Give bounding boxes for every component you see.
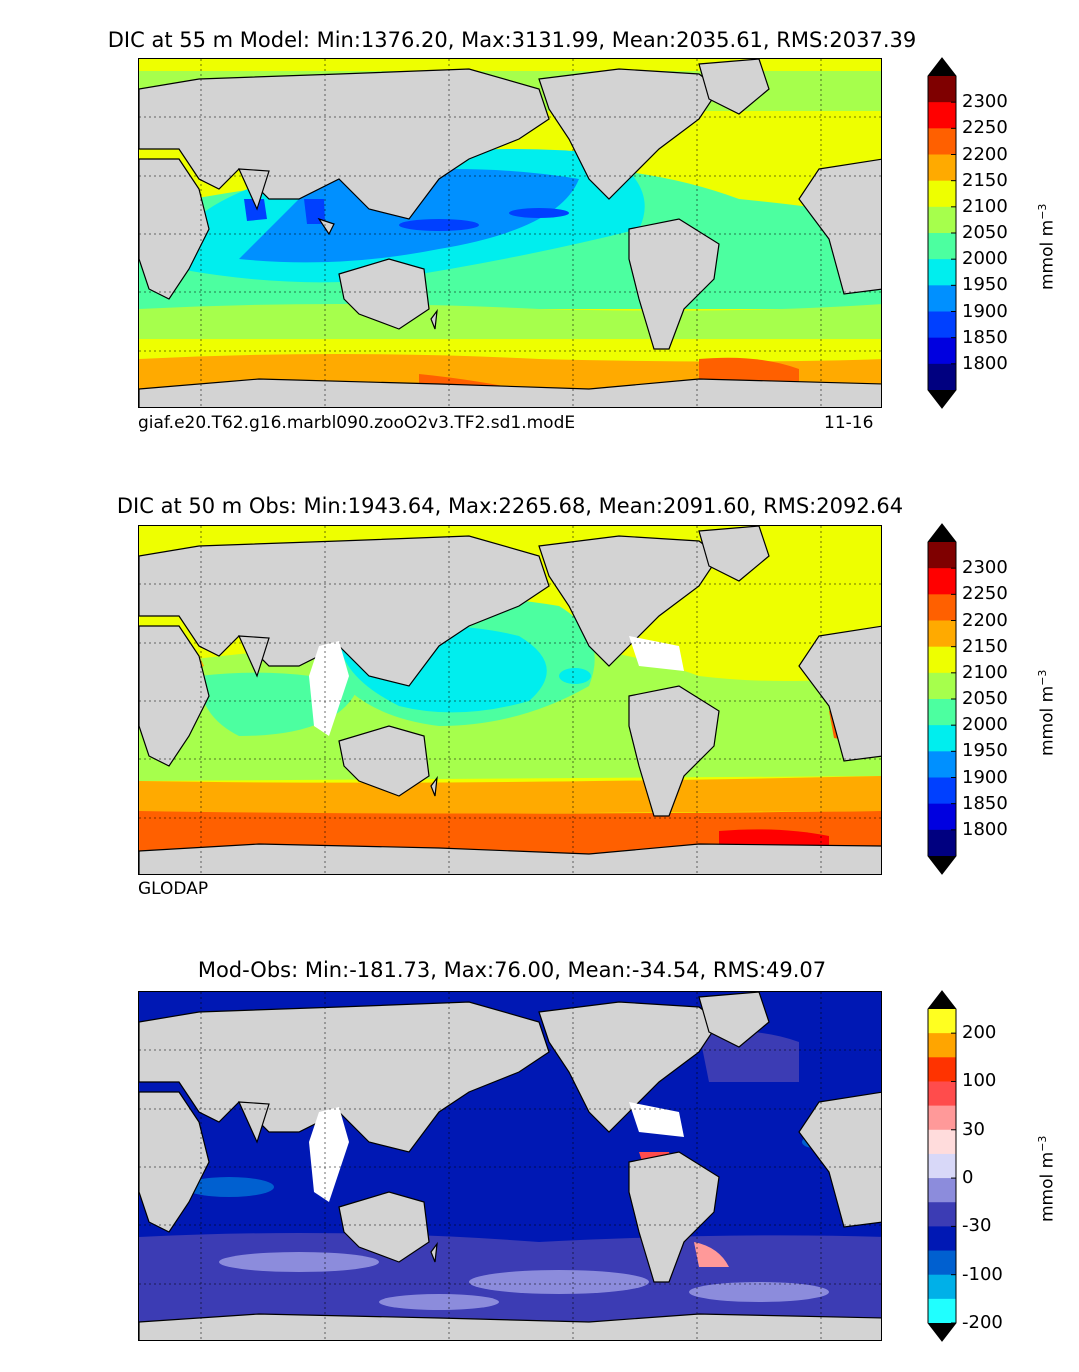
colorbar-segment [928,102,956,129]
colorbar-segment [928,206,956,234]
model-year-range: 11-16 [824,413,874,433]
colorbar-segment [928,285,956,312]
colorbar-segment [928,1178,956,1203]
colorbar-tick-label: 2100 [962,661,1008,683]
colorbar-tick-label: 2250 [962,583,1008,605]
colorbar-segment [928,1081,956,1107]
colorbar-segment [928,1153,956,1179]
colorbar-tick-label: 2000 [962,714,1008,736]
colorbar-segment [928,363,956,391]
colorbar-tick-label: 1800 [962,352,1008,374]
colorbar-tick-label: 1950 [962,274,1008,296]
colorbar-segment [928,1033,956,1058]
colorbar-tick-label: 30 [962,1118,985,1140]
diff-colorbar-canvas [927,990,957,1342]
colorbar-tick-label: 2250 [962,117,1008,139]
colorbar-segment [928,1226,956,1252]
colorbar-tick-label: 2050 [962,688,1008,709]
colorbar-outline [927,57,957,409]
model-colorbar [927,57,957,409]
obs-map-canvas [139,526,881,874]
colorbar-tick-label: 1800 [962,818,1008,840]
colorbar-segment [928,154,956,182]
obs-colorbar-canvas [927,523,957,875]
colorbar-tick-label: 2150 [962,635,1008,657]
colorbar-over-triangle [928,524,956,542]
diff-map-canvas [139,992,881,1340]
diff-map [138,991,882,1341]
colorbar-segment [928,1105,956,1131]
colorbar-segment [928,259,956,286]
colorbar-segment [928,1009,956,1034]
model-colorbar-unit: mmol m−3 [1036,203,1058,290]
colorbar-tick-label: 2300 [962,557,1008,579]
colorbar-under-triangle [928,390,956,408]
colorbar-segment [928,699,956,726]
colorbar-tick-label: 2100 [962,195,1008,217]
colorbar-tick-label: 1850 [962,792,1008,814]
colorbar-segment [928,1274,956,1300]
colorbar-segment [928,233,956,260]
colorbar-tick-label: 2200 [962,609,1008,631]
model-panel-title: DIC at 55 m Model: Min:1376.20, Max:3131… [107,28,917,52]
colorbar-segment [928,751,956,778]
colorbar-tick-label: 1900 [962,300,1008,322]
obs-source-label: GLODAP [138,879,209,899]
colorbar-tick-label: -100 [962,1263,1003,1285]
colorbar-tick-label: 100 [962,1070,997,1092]
colorbar-segment [928,1129,956,1155]
diff-panel-title: Mod-Obs: Min:-181.73, Max:76.00, Mean:-3… [197,958,827,982]
diff-colorbar [927,990,957,1342]
colorbar-tick-label: 2300 [962,91,1008,113]
obs-colorbar-unit: mmol m−3 [1036,669,1058,756]
colorbar-tick-label: 2150 [962,169,1008,191]
colorbar-over-triangle [928,991,956,1009]
model-colorbar-canvas [927,57,957,409]
obs-colorbar [927,523,957,875]
colorbar-segment [928,1298,956,1324]
colorbar-segment [928,76,956,103]
obs-map [138,525,882,875]
colorbar-segment [928,725,956,752]
colorbar-segment [928,1202,956,1227]
colorbar-tick-label: -200 [962,1312,1003,1333]
colorbar-segment [928,568,956,595]
colorbar-segment [928,777,956,805]
model-run-name: giaf.e20.T62.g16.marbl090.zooO2v3.TF2.sd… [138,413,576,433]
colorbar-tick-label: 1950 [962,740,1008,762]
colorbar-segment [928,180,956,208]
colorbar-segment [928,128,956,155]
colorbar-tick-label: 1900 [962,766,1008,788]
colorbar-segment [928,311,956,339]
colorbar-tick-label: -30 [962,1215,992,1237]
diff-colorbar-unit: mmol m−3 [1036,1135,1058,1222]
colorbar-tick-label: 2050 [962,222,1008,243]
model-map-canvas [139,59,881,407]
colorbar-tick-label: 0 [962,1167,974,1189]
colorbar-segment [928,803,956,831]
colorbar-under-triangle [928,856,956,874]
colorbar-under-triangle [928,1323,956,1341]
colorbar-segment [928,594,956,621]
colorbar-over-triangle [928,58,956,76]
colorbar-segment [928,620,956,648]
colorbar-tick-label: 2200 [962,143,1008,165]
colorbar-segment [928,829,956,857]
colorbar-segment [928,337,956,365]
colorbar-tick-label: 1850 [962,326,1008,348]
colorbar-segment [928,646,956,674]
obs-panel-title: DIC at 50 m Obs: Min:1943.64, Max:2265.6… [116,494,904,518]
colorbar-segment [928,1057,956,1082]
colorbar-segment [928,672,956,700]
colorbar-segment [928,1250,956,1276]
model-map [138,58,882,408]
colorbar-tick-label: 200 [962,1022,997,1044]
colorbar-outline [927,523,957,875]
colorbar-segment [928,542,956,569]
colorbar-tick-label: 2000 [962,248,1008,270]
